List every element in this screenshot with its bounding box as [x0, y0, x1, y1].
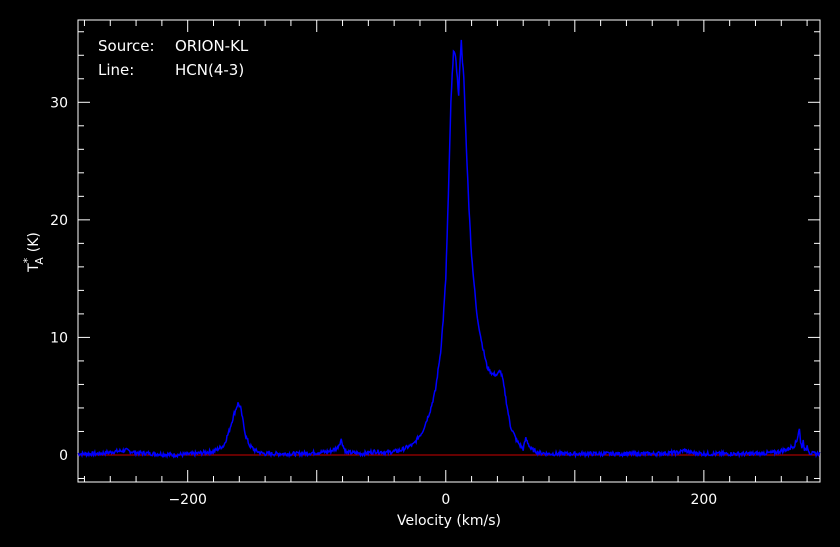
y-tick-label: 20 [50, 213, 68, 229]
y-label-sup: * [21, 257, 34, 263]
line-label: Line: [98, 61, 134, 79]
y-tick-label: 10 [50, 330, 68, 346]
y-tick-label: 30 [50, 95, 68, 111]
axis-ticks [78, 20, 820, 482]
source-value: ORION-KL [175, 37, 249, 55]
y-tick-label: 0 [59, 448, 68, 464]
source-label: Source: [98, 37, 155, 55]
y-label-sub: A [33, 257, 46, 265]
svg-text:T*A(K): T*A (K) [21, 232, 46, 273]
y-axis-label: T*A (K) [21, 232, 46, 273]
x-tick-label: 200 [690, 492, 717, 508]
y-label-unit: (K) [26, 232, 42, 252]
line-value: HCN(4-3) [175, 61, 244, 79]
axis-tick-labels: −200 0 200 0 10 20 30 [50, 95, 717, 508]
x-axis-label: Velocity (km/s) [397, 513, 501, 529]
y-label-main: T [26, 263, 42, 273]
spectrum-line [77, 39, 821, 460]
plot-frame [77, 19, 821, 483]
x-tick-label: 0 [441, 492, 450, 508]
x-tick-label: −200 [168, 492, 206, 508]
